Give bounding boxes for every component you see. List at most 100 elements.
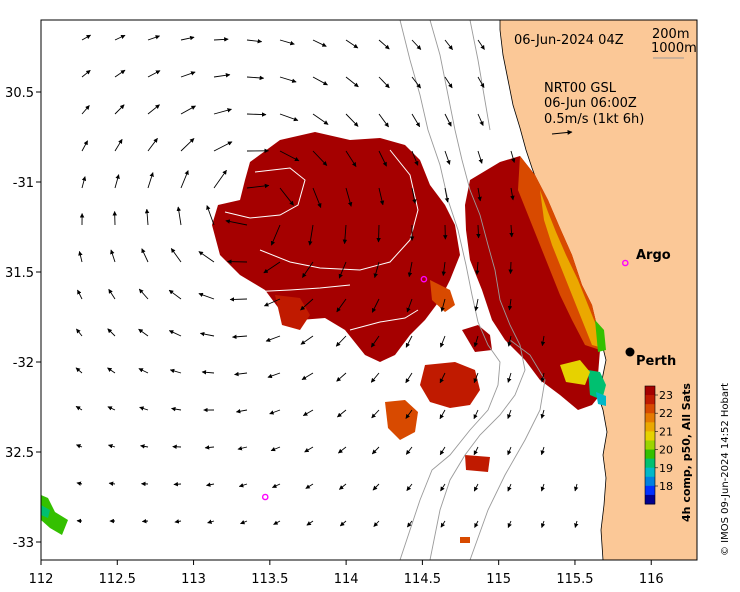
colorbar-segment bbox=[645, 476, 655, 487]
current-vector bbox=[213, 141, 233, 152]
current-vector bbox=[540, 372, 545, 383]
current-vector bbox=[76, 481, 83, 486]
current-vector bbox=[108, 481, 116, 486]
current-vector bbox=[229, 297, 248, 302]
current-vector bbox=[474, 298, 479, 312]
current-vector bbox=[108, 288, 116, 300]
current-vector bbox=[81, 105, 90, 115]
current-vector bbox=[378, 113, 389, 128]
current-vector bbox=[213, 108, 232, 115]
current-vector bbox=[477, 187, 482, 202]
current-vector bbox=[107, 406, 116, 411]
current-vector bbox=[444, 76, 453, 89]
current-vectors bbox=[75, 34, 579, 528]
current-vector bbox=[232, 334, 248, 340]
current-vector bbox=[107, 328, 116, 337]
colorbar-label: 21 bbox=[659, 425, 673, 438]
current-vector bbox=[439, 409, 446, 420]
current-vector bbox=[265, 335, 281, 342]
current-vector bbox=[144, 208, 150, 226]
current-vector bbox=[444, 150, 451, 165]
current-vector bbox=[440, 520, 446, 528]
colorbar: 23 22 21 20 19 18 bbox=[644, 385, 673, 505]
current-vector bbox=[444, 39, 453, 51]
current-vector bbox=[206, 482, 215, 487]
colorbar-segment bbox=[645, 422, 655, 432]
colorbar-segment bbox=[645, 449, 655, 460]
current-vector bbox=[246, 183, 270, 189]
current-vector bbox=[235, 408, 248, 414]
current-vector bbox=[108, 444, 116, 449]
current-vector bbox=[378, 76, 390, 89]
current-vector bbox=[238, 483, 248, 488]
current-vector bbox=[473, 483, 479, 492]
current-vector bbox=[406, 520, 413, 528]
current-vector bbox=[147, 70, 161, 78]
x-tick-label: 114 bbox=[334, 572, 359, 587]
current-vector bbox=[312, 76, 328, 86]
current-vector bbox=[213, 73, 231, 78]
current-vector bbox=[114, 174, 120, 189]
current-vector bbox=[75, 367, 83, 374]
current-vector bbox=[75, 444, 83, 449]
current-vector bbox=[269, 409, 281, 415]
vector-scale: 0.5m/s (1kt 6h) bbox=[544, 112, 644, 127]
current-vector bbox=[440, 298, 446, 312]
colorbar-label: 22 bbox=[659, 407, 673, 420]
current-vector bbox=[272, 483, 281, 488]
current-vector bbox=[407, 261, 413, 278]
current-vector bbox=[107, 367, 116, 374]
current-vector bbox=[270, 224, 281, 246]
current-vector bbox=[378, 39, 390, 50]
current-vector bbox=[405, 409, 413, 419]
current-vector bbox=[540, 446, 545, 456]
colorbar-segment bbox=[645, 467, 655, 478]
current-vector bbox=[444, 113, 452, 127]
current-vector bbox=[199, 331, 215, 337]
current-vector bbox=[279, 76, 297, 83]
current-vector bbox=[477, 150, 483, 164]
current-vector bbox=[405, 372, 413, 384]
current-vector bbox=[246, 75, 265, 81]
colorbar-segment bbox=[645, 458, 655, 469]
current-vector bbox=[114, 138, 123, 152]
current-vector bbox=[376, 224, 381, 243]
current-vector bbox=[213, 169, 227, 189]
current-vector bbox=[345, 187, 353, 207]
y-tick-label: 31.5 bbox=[5, 266, 34, 281]
current-vector bbox=[174, 519, 182, 524]
current-vector bbox=[439, 372, 446, 384]
datetime-label: 06-Jun-2024 04Z bbox=[514, 33, 624, 48]
current-vector bbox=[338, 446, 347, 454]
current-vector bbox=[138, 328, 149, 337]
current-vector bbox=[441, 261, 446, 277]
colorbar-segment bbox=[645, 413, 655, 423]
colorbar-segment bbox=[645, 395, 655, 405]
current-vector bbox=[439, 335, 446, 348]
current-vector bbox=[207, 519, 215, 524]
current-vector bbox=[138, 368, 149, 374]
perth-marker-icon bbox=[625, 347, 635, 357]
current-vector bbox=[439, 446, 446, 456]
current-vector bbox=[169, 368, 182, 374]
current-vector bbox=[509, 224, 514, 238]
current-vector bbox=[507, 372, 512, 383]
current-vector bbox=[345, 150, 357, 167]
current-vector bbox=[171, 406, 182, 412]
current-vector bbox=[339, 520, 347, 527]
current-vector bbox=[475, 261, 480, 275]
sst-southern-patches bbox=[41, 325, 492, 543]
current-vector bbox=[81, 176, 87, 189]
current-vector bbox=[473, 335, 479, 348]
current-vector bbox=[371, 298, 380, 313]
current-vector bbox=[114, 104, 125, 115]
current-vector bbox=[476, 224, 481, 239]
current-vector bbox=[540, 335, 546, 347]
current-vector bbox=[201, 370, 215, 375]
current-vector bbox=[168, 330, 182, 337]
current-vector bbox=[204, 445, 215, 450]
current-vector bbox=[510, 187, 515, 201]
current-vector bbox=[473, 372, 479, 384]
x-tick-label: 114.5 bbox=[404, 572, 441, 587]
current-vector bbox=[345, 39, 359, 49]
